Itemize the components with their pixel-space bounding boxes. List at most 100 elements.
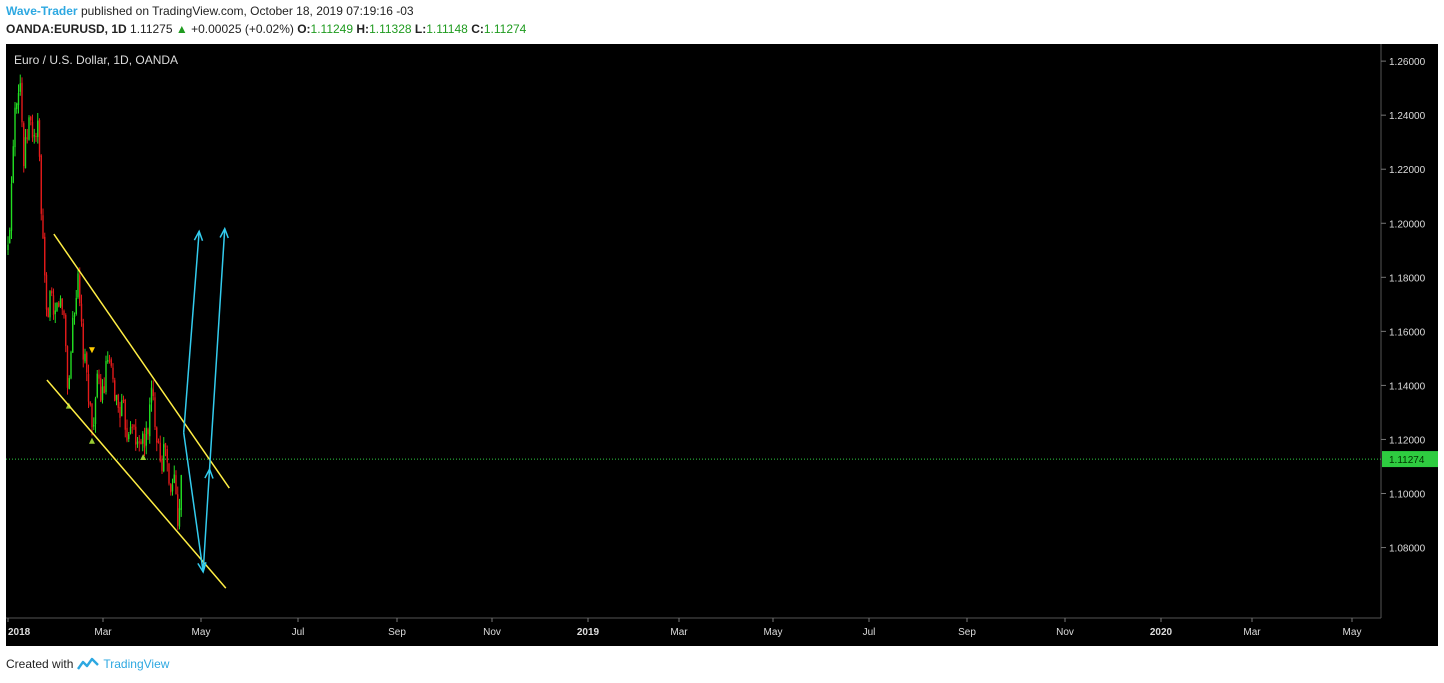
arrow-head — [219, 226, 229, 239]
channel-trendline — [53, 233, 230, 489]
time-tick-label: Nov — [1056, 627, 1074, 638]
candle-body — [24, 137, 27, 169]
candle-body — [166, 448, 168, 463]
time-tick-label: Mar — [94, 627, 112, 638]
candle-body — [175, 475, 177, 495]
price-tick-label: 1.14000 — [1389, 381, 1426, 392]
candle-body — [49, 291, 51, 318]
channel-trendline — [46, 379, 227, 589]
published-text: published on TradingView.com, October 18… — [80, 4, 414, 18]
candle-body — [142, 433, 144, 444]
projection-arrow-path — [182, 231, 200, 433]
candle-body — [124, 399, 126, 430]
arrow-head — [197, 562, 207, 574]
price-chart[interactable]: Euro / U.S. Dollar, 1D, OANDA 1.26000 1.24… — [6, 44, 1438, 646]
candle-body — [135, 426, 137, 445]
price-tick-label: 1.10000 — [1389, 490, 1426, 501]
price-change: +0.00025 (+0.02%) — [191, 22, 294, 36]
candle-body — [63, 310, 65, 316]
candle-body — [108, 360, 111, 362]
candle-body — [126, 427, 128, 441]
candle-body — [59, 298, 62, 307]
author-link[interactable]: Wave-Trader — [6, 4, 78, 18]
projection-arrow-path — [182, 228, 226, 572]
candle-body — [37, 120, 39, 138]
price-tick-label: 1.12000 — [1389, 435, 1426, 446]
candle-body — [159, 442, 161, 462]
tradingview-logo-icon[interactable] — [77, 657, 100, 671]
candle-body — [19, 83, 21, 92]
time-tick-label: Jul — [292, 627, 305, 638]
candle-body — [110, 359, 112, 366]
candle-body — [156, 427, 158, 443]
candle-body — [170, 483, 172, 493]
candle-body — [17, 93, 20, 106]
candle-body — [145, 428, 147, 446]
candle-body — [9, 229, 11, 244]
candle-body — [82, 323, 84, 360]
candle-body — [65, 315, 67, 347]
arrow-head — [193, 229, 204, 242]
signal-down-marker — [88, 347, 95, 354]
candle-body — [94, 398, 97, 424]
candle-body — [101, 386, 104, 401]
candle-body — [164, 443, 167, 448]
candle-body — [79, 275, 81, 304]
low-value: 1.11148 — [426, 22, 468, 36]
candle-body — [129, 427, 132, 434]
candle-body — [86, 352, 88, 373]
candle-body — [16, 103, 18, 110]
created-with-text: Created with — [6, 657, 74, 671]
candle-body — [75, 298, 77, 314]
candle-body — [45, 274, 48, 310]
candle-body — [178, 508, 181, 527]
candle-body — [163, 444, 165, 472]
candle-body — [23, 123, 25, 167]
candle-body — [72, 317, 74, 353]
candle-body — [26, 137, 28, 139]
candle-body — [14, 107, 16, 148]
candle-body — [61, 299, 63, 310]
candle-body — [93, 424, 95, 427]
open-value: 1.11249 — [310, 22, 354, 36]
candle-body — [114, 380, 116, 402]
up-arrow-icon: ▲ — [175, 22, 188, 36]
time-tick-label: Mar — [1243, 627, 1261, 638]
symbol-label: OANDA:EURUSD, 1D — [6, 22, 127, 36]
candle-body — [10, 183, 13, 231]
candle-body — [35, 135, 37, 138]
time-tick-label: Sep — [388, 627, 406, 638]
high-value: 1.11328 — [369, 22, 412, 36]
candle-body — [173, 474, 175, 483]
candle-body — [12, 146, 14, 183]
chart-canvas[interactable]: Euro / U.S. Dollar, 1D, OANDA 1.26000 1.24… — [6, 44, 1438, 646]
candle-body — [68, 378, 70, 390]
candle-body — [33, 135, 35, 137]
price-tick-label: 1.26000 — [1389, 57, 1426, 68]
candle-body — [30, 116, 32, 121]
candle-body — [112, 367, 114, 379]
candle-body — [73, 315, 76, 318]
close-label: C: — [471, 22, 484, 36]
candle-body — [133, 424, 135, 427]
candle-body — [119, 406, 121, 418]
candle-body — [152, 389, 154, 396]
candle-body — [177, 494, 179, 526]
candle-body — [52, 295, 55, 315]
candle-body — [91, 403, 93, 428]
time-tick-label: Mar — [670, 627, 688, 638]
open-label: O: — [297, 22, 311, 36]
low-label: L: — [414, 22, 427, 36]
arrow-head — [204, 467, 214, 479]
candle-body — [42, 215, 44, 239]
time-tick-label: Jul — [863, 627, 876, 638]
tradingview-link[interactable]: TradingView — [103, 657, 170, 671]
candle-body — [96, 373, 98, 398]
time-tick-label: Sep — [958, 627, 976, 638]
candle-body — [161, 459, 163, 471]
current-price-label-bg — [1382, 451, 1438, 468]
price-tick-label: 1.20000 — [1389, 219, 1426, 230]
candle-body — [157, 440, 160, 443]
candle-body — [128, 434, 130, 440]
price-tick-label: 1.22000 — [1389, 165, 1426, 176]
